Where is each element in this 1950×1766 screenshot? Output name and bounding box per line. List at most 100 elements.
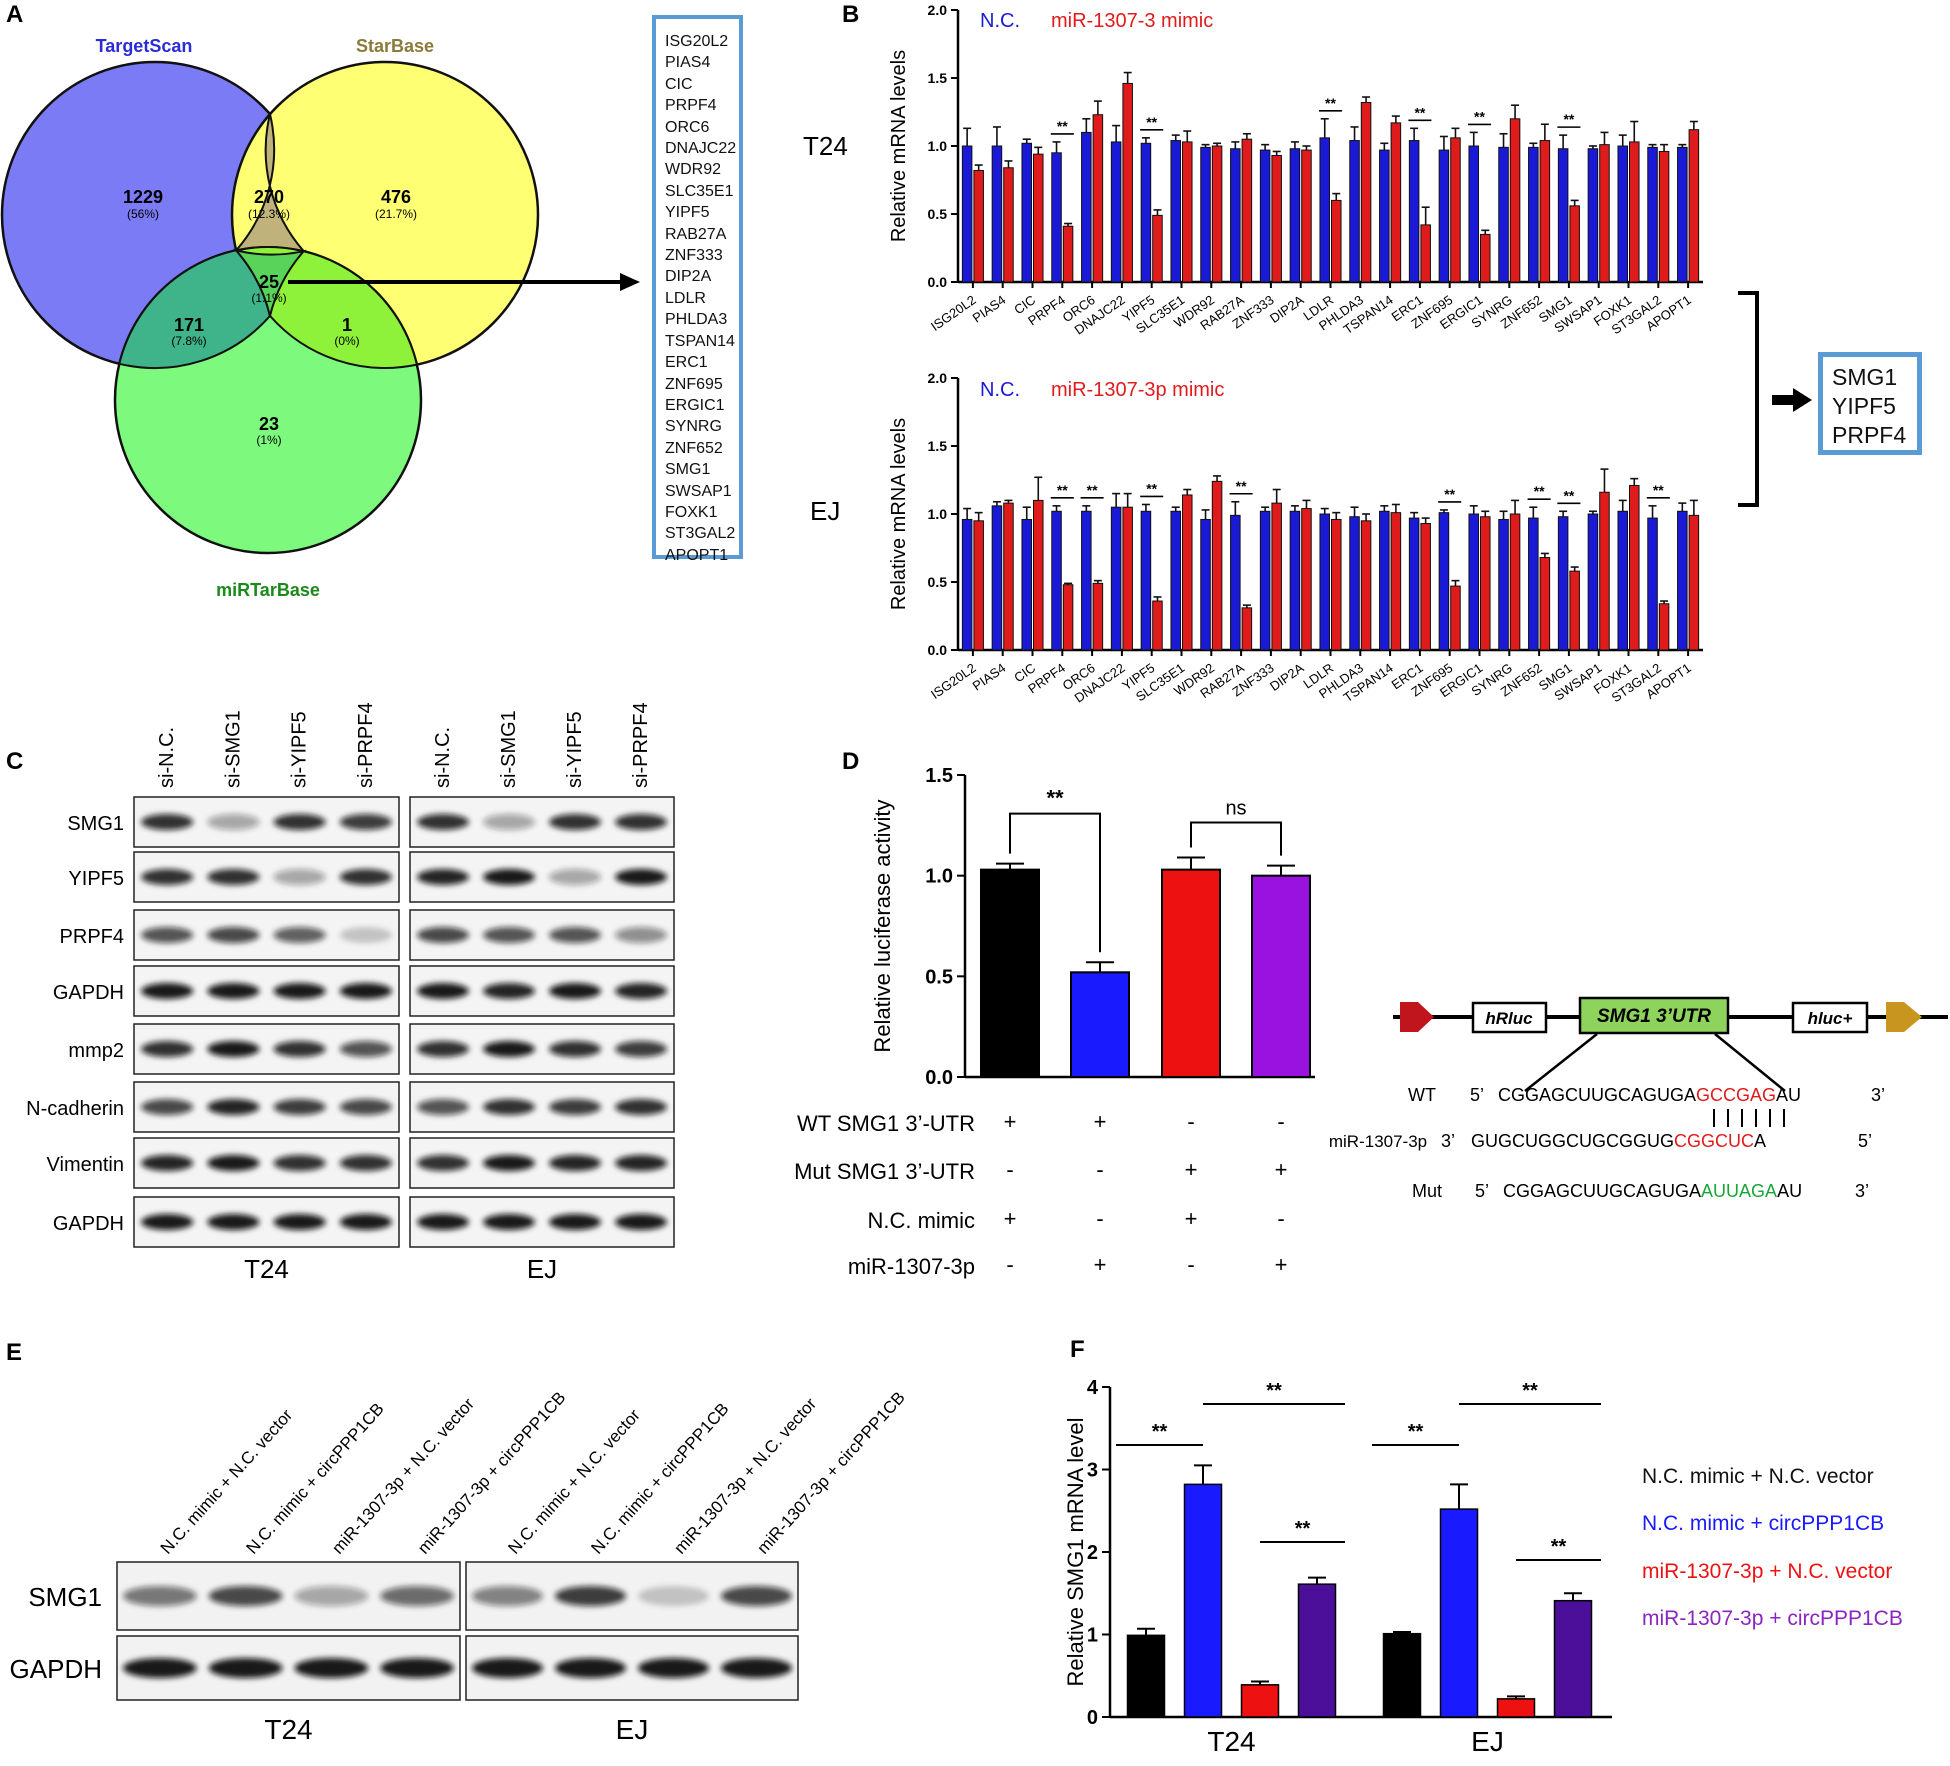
blot-row-label: YIPF5: [68, 868, 124, 890]
bar: [1241, 138, 1253, 283]
y-tick-label: 1.0: [928, 506, 948, 522]
bar: [1647, 146, 1658, 283]
comparison-bracket: [1009, 812, 1101, 953]
protein-band: [615, 814, 667, 830]
condition-label: miR-1307-3p: [848, 1254, 975, 1279]
selected-target: YIPF5: [1832, 393, 1896, 419]
bar: [1319, 137, 1330, 283]
protein-band: [294, 1586, 369, 1606]
bar: [1211, 145, 1223, 283]
blot-cell-label: EJ: [616, 1714, 649, 1745]
gene-list-item: ST3GAL2: [665, 525, 736, 543]
selected-target: PRPF4: [1832, 422, 1907, 448]
bar: [1390, 122, 1402, 283]
protein-band: [141, 1214, 194, 1230]
protein-band: [417, 1041, 469, 1057]
protein-band: [483, 1155, 535, 1171]
significance-label: **: [1444, 486, 1455, 502]
panel-label-f: F: [1070, 1336, 1085, 1363]
comparison-label: **: [1295, 1518, 1311, 1540]
terminator-arrow-icon: [1886, 1002, 1922, 1032]
x-category-label: EJ: [1471, 1726, 1504, 1757]
bar: [1360, 101, 1372, 283]
bar: [1289, 148, 1301, 283]
bar: [1420, 523, 1431, 651]
bar: [1587, 148, 1599, 283]
bar: [1599, 144, 1610, 283]
gene-list-item: SWSAP1: [665, 482, 732, 500]
condition-mark: +: [1004, 1206, 1017, 1231]
gene-list-item: YIPF5: [665, 204, 710, 222]
bar: [1183, 1483, 1223, 1718]
protein-band: [208, 1658, 283, 1678]
bar: [1021, 518, 1032, 651]
protein-band: [339, 1099, 392, 1115]
blot-lane-label: si-YIPF5: [564, 711, 586, 788]
blot-lane-label: si-YIPF5: [289, 711, 311, 788]
blot-row-label: SMG1: [28, 1582, 102, 1612]
y-tick-label: 0.0: [928, 642, 948, 658]
gene-list-item: ZNF695: [665, 375, 723, 393]
bar: [1331, 518, 1342, 651]
protein-band: [207, 1155, 260, 1171]
venn-count: 476: [381, 187, 411, 207]
protein-band: [483, 814, 535, 830]
bar: [1182, 494, 1193, 651]
blot-lane-label: miR-1307-3p + circPPP1CB: [414, 1388, 569, 1558]
mut-3prime: 3’: [1855, 1181, 1869, 1201]
blot-lane-label: si-SMG1: [222, 710, 244, 788]
gene-list-item: DNAJC22: [665, 140, 737, 158]
venn-pct: (7.8%): [171, 334, 206, 348]
protein-band: [339, 927, 392, 943]
y-tick-label: 2: [1087, 1542, 1098, 1564]
chart-f-smg1: 0 1 2 3 4 T24 EJ ** ** ** ** ** ** Relative SMG1 mRNA…: [1063, 1377, 1903, 1757]
bar: [1092, 582, 1104, 651]
x-tick-label: PIAS4: [970, 292, 1009, 325]
protein-band: [549, 1041, 601, 1057]
protein-band: [207, 814, 260, 830]
bar: [1126, 1634, 1166, 1718]
comparison-label: **: [1551, 1536, 1567, 1558]
bar: [1553, 1599, 1593, 1718]
bar: [1617, 510, 1628, 651]
mut-label: Mut: [1412, 1181, 1442, 1201]
y-tick-label: 1.5: [928, 438, 948, 454]
bar: [1382, 1632, 1422, 1718]
x-tick-label: DIP2A: [1267, 292, 1307, 326]
gene-list-item: ZNF652: [665, 439, 723, 457]
condition-mark: -: [1277, 1206, 1284, 1231]
hrluc-box: [1471, 1001, 1548, 1034]
protein-band: [417, 869, 469, 885]
bar: [1122, 506, 1133, 651]
bar: [1438, 512, 1450, 651]
bar: [1509, 118, 1521, 283]
legend-item: N.C.: [980, 10, 1020, 32]
bar: [1569, 570, 1580, 651]
protein-band: [141, 983, 194, 999]
bar: [991, 145, 1003, 283]
protein-band: [417, 814, 469, 830]
protein-band: [273, 814, 326, 830]
condition-mark: +: [1094, 1252, 1107, 1277]
venn-arrow-head: [620, 273, 640, 291]
gene-list-item: WDR92: [665, 161, 722, 179]
protein-band: [483, 1041, 535, 1057]
protein-band: [339, 814, 392, 830]
bar: [1161, 868, 1221, 1078]
bar: [1349, 140, 1360, 283]
blot-lane-label: miR-1307-3p + N.C. vector: [670, 1394, 820, 1558]
x-tick-label: DIP2A: [1267, 660, 1307, 694]
overlap-gene-list: ISG20L2 PIAS4 CIC PRPF4 ORC6 DNAJC22 WDR92 SLC3…: [652, 15, 743, 564]
protein-band: [549, 1155, 601, 1171]
protein-band: [615, 869, 667, 885]
hluc-box: [1791, 1001, 1869, 1034]
venn-label-targetscan: TargetScan: [96, 36, 193, 56]
protein-band: [549, 983, 601, 999]
protein-band: [615, 1099, 667, 1115]
smg1-utr-label: SMG1 3’UTR: [1597, 1006, 1711, 1027]
panel-label-b: B: [842, 1, 859, 28]
bar: [1259, 149, 1271, 283]
bar: [1092, 114, 1104, 283]
